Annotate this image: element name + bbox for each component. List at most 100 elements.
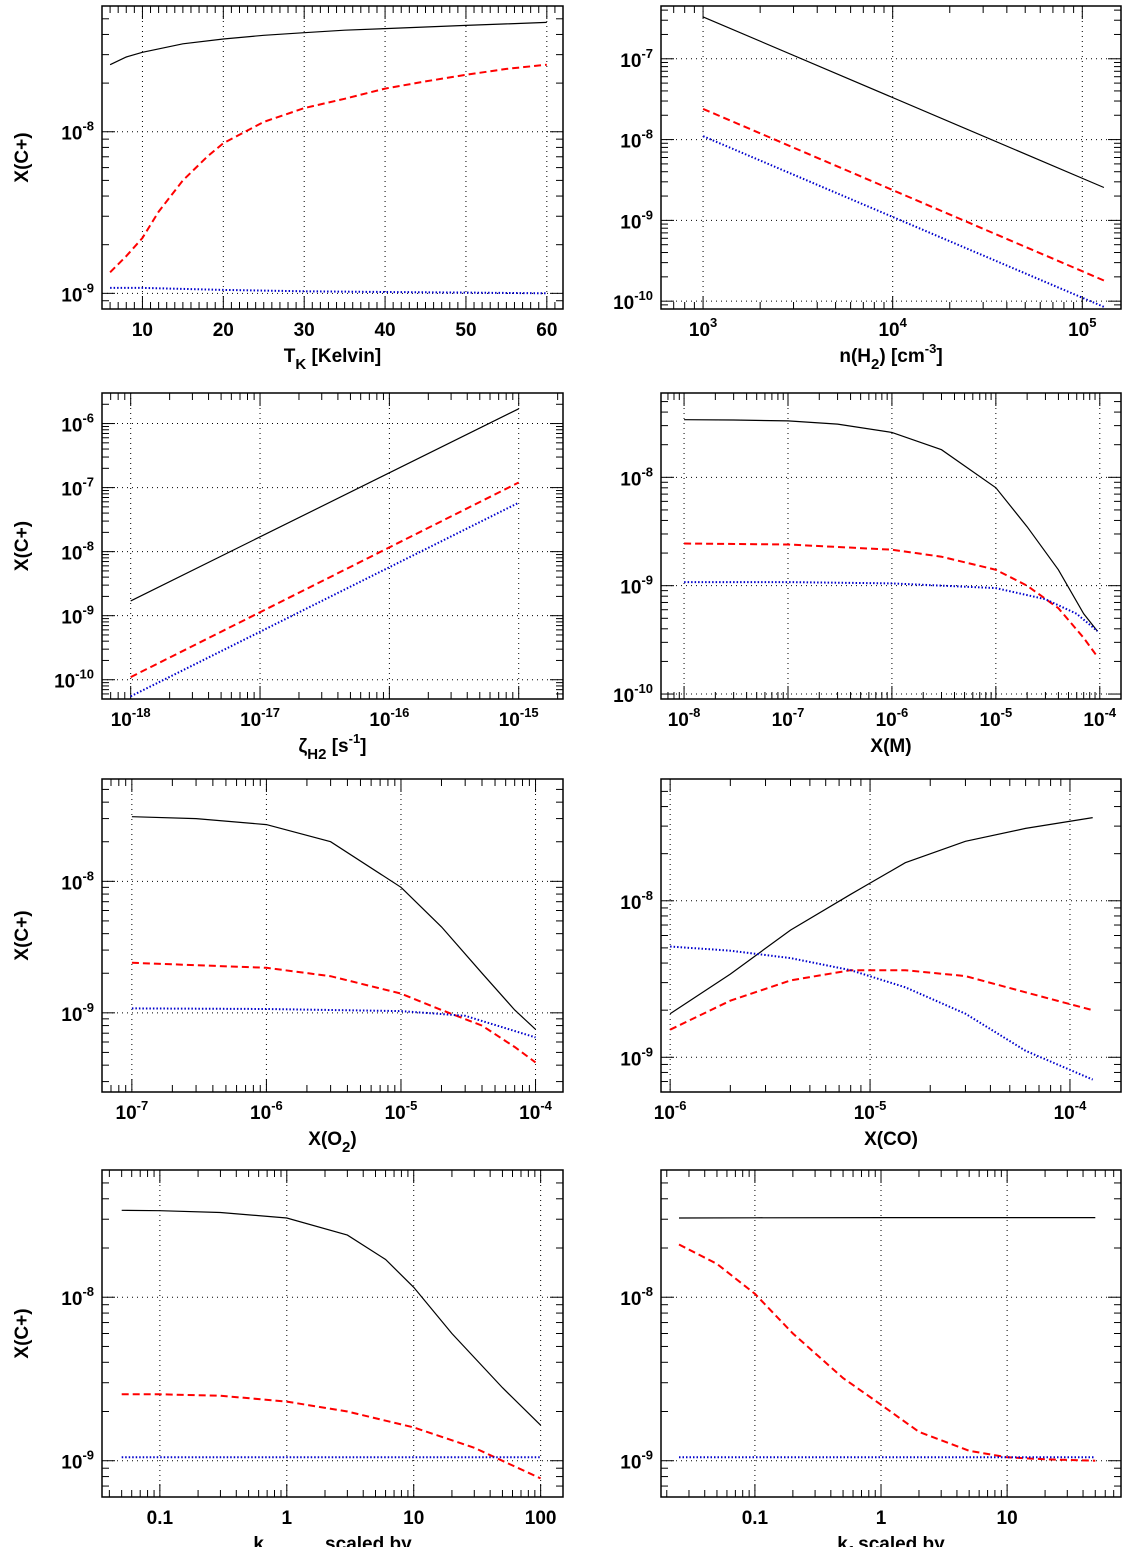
x-tick-label-0: 10-18: [111, 705, 151, 731]
x-tick-label-1: 1: [876, 1508, 887, 1529]
plot-frame: [660, 1169, 1122, 1498]
y-axis-title: X(C+): [12, 521, 33, 571]
x-tick-label-2-exp: 5: [1089, 315, 1096, 330]
x-tick-label-1: 10-7: [772, 705, 805, 731]
x-tick-label-0: 10: [132, 320, 153, 341]
x-axis-title-tail: ): [350, 1129, 356, 1150]
x-tick-label-3: 100: [525, 1508, 557, 1529]
x-tick-label-5: 60: [536, 320, 557, 341]
y-tick-label-2-exp: -8: [82, 539, 94, 554]
x-tick-label-0-base: 10: [654, 1103, 675, 1124]
x-tick-label-2-exp: -5: [406, 1098, 418, 1113]
y-tick-label-0-base: 10: [620, 1453, 641, 1474]
plot-frame: [101, 5, 564, 310]
series-line-dashed: [109, 63, 547, 274]
series-line-solid: [702, 16, 1105, 189]
y-tick-label-1-base: 10: [61, 873, 82, 894]
series-line-dotted: [702, 135, 1105, 308]
x-axis-title-main: k: [837, 1534, 848, 1547]
y-tick-label-1-base: 10: [620, 893, 641, 914]
x-tick-label-0-exp: -8: [689, 705, 701, 720]
y-tick-label-0: 10-9: [620, 1044, 653, 1070]
y-tick-label-2-exp: -8: [641, 464, 653, 479]
y-tick-label-0-exp: -9: [82, 1000, 94, 1015]
y-tick-label-2: 10-8: [61, 539, 94, 565]
x-tick-label-3: 10-15: [499, 705, 539, 731]
y-tick-label-1-base: 10: [620, 578, 641, 599]
series-line-dashed: [131, 961, 537, 1064]
y-tick-label-1-exp: -8: [641, 1284, 653, 1299]
panel-6: X(CO): [660, 778, 1122, 1150]
y-tick-label-1-base: 10: [61, 124, 82, 145]
x-axis-title: n(H2) [cm-3]: [839, 341, 942, 373]
y-tick-label-0-exp: -10: [634, 288, 653, 303]
x-tick-label-1-exp: -6: [271, 1098, 283, 1113]
series-line-solid: [130, 408, 519, 602]
y-tick-label-0-base: 10: [620, 1049, 641, 1070]
x-tick-label-2-exp: -6: [897, 705, 909, 720]
x-tick-label-3-exp: -4: [540, 1098, 552, 1113]
y-tick-label-0: 10-9: [620, 1448, 653, 1474]
series-line-dotted: [131, 1007, 536, 1039]
y-tick-label-3-exp: -7: [82, 475, 94, 490]
plot-frame: [660, 778, 1122, 1093]
y-tick-label-0-exp: -9: [82, 1448, 94, 1463]
y-tick-label-1-base: 10: [620, 1289, 641, 1310]
y-tick-label-3-base: 10: [61, 480, 82, 501]
y-tick-label-1-exp: -8: [641, 888, 653, 903]
panel-3: ζH2 [s-1] X(C+): [12, 392, 564, 763]
y-tick-label-1: 10-8: [620, 1284, 653, 1310]
x-tick-label-4-exp: -4: [1105, 705, 1117, 720]
x-tick-label-2: 10-5: [385, 1098, 418, 1124]
y-tick-label-1: 10-9: [61, 603, 94, 629]
x-tick-label-3-base: 10: [499, 710, 520, 731]
x-tick-label-3-exp: -15: [520, 705, 539, 720]
y-tick-label-0: 10-10: [613, 288, 653, 314]
series-line-dashed: [684, 542, 1099, 658]
x-axis-title-sub: C+ + H2: [264, 1544, 320, 1547]
series-line-dashed: [121, 1393, 542, 1480]
x-tick-label-1-base: 10: [854, 1103, 875, 1124]
x-tick-label-0-base: 10: [111, 710, 132, 731]
y-tick-label-0-base: 10: [54, 672, 75, 693]
y-tick-label-1: 10-9: [620, 207, 653, 233]
x-tick-label-2: 10: [997, 1508, 1018, 1529]
x-axis-title-sub: 2: [871, 356, 879, 373]
series-line-solid: [131, 816, 536, 1030]
y-tick-label-3: 10-7: [620, 46, 653, 72]
y-tick-label-2: 10-8: [620, 464, 653, 490]
x-tick-label-2-exp: -16: [391, 705, 410, 720]
y-tick-label-0-exp: -10: [75, 667, 94, 682]
y-tick-label-1-exp: -9: [641, 207, 653, 222]
y-axis-title: X(C+): [12, 910, 33, 960]
x-tick-label-2: 105: [1068, 315, 1096, 341]
plot-frame: [660, 392, 1122, 700]
plot-frame: [660, 5, 1122, 310]
x-tick-label-3-exp: -5: [1001, 705, 1013, 720]
panel-1: TK [Kelvin] X(C+): [12, 5, 564, 373]
x-tick-label-1-base: 10: [878, 320, 899, 341]
x-tick-label-1-exp: -17: [261, 705, 280, 720]
x-tick-label-1-exp: -7: [793, 705, 805, 720]
x-axis-title-sub: K: [295, 356, 306, 373]
x-tick-label-0-exp: -18: [132, 705, 151, 720]
series-line-dotted: [130, 501, 520, 698]
series-line-dotted: [684, 581, 1099, 632]
x-tick-label-1: 104: [878, 315, 907, 341]
x-axis-title-sup: -3: [925, 341, 937, 356]
x-axis-title-end: ]: [360, 736, 366, 757]
y-tick-label-0: 10-10: [613, 681, 653, 707]
y-tick-label-1: 10-8: [61, 868, 94, 894]
x-axis-title: X(CO): [864, 1129, 918, 1150]
x-tick-label-4: 10-4: [1083, 705, 1116, 731]
x-tick-label-0-exp: -7: [137, 1098, 149, 1113]
series-line-dashed: [130, 481, 520, 678]
x-axis-title: TK [Kelvin]: [284, 346, 381, 373]
series-line-dashed: [702, 107, 1105, 282]
series-line-solid: [669, 817, 1093, 1015]
y-tick-label-0-base: 10: [61, 285, 82, 306]
y-tick-label-1: 10-8: [61, 119, 94, 145]
x-axis-title-sub: 2: [342, 1139, 350, 1156]
x-tick-label-0: 10-8: [668, 705, 701, 731]
